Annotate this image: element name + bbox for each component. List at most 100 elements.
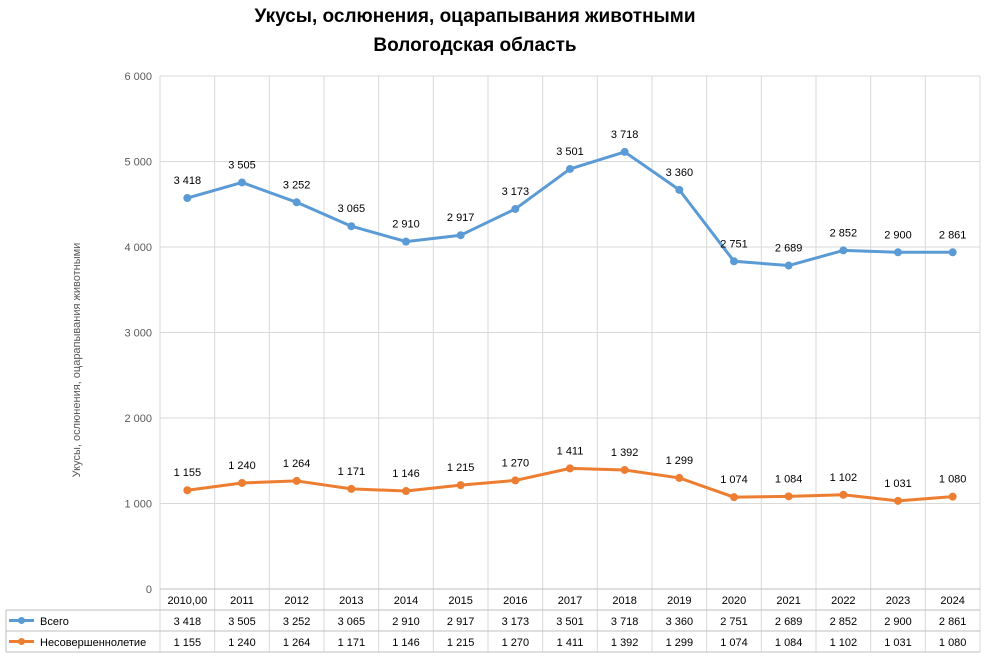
data-label: 1 215: [447, 462, 475, 474]
data-label: 2 900: [884, 229, 912, 241]
data-label: 1 102: [830, 472, 858, 484]
data-point: [566, 464, 574, 473]
data-point: [566, 164, 574, 173]
data-label: 2 689: [775, 243, 803, 255]
data-point: [620, 465, 629, 474]
x-tick-label: 2020: [722, 595, 746, 607]
x-tick-label: 2024: [940, 595, 964, 607]
legend-marker: [18, 617, 25, 624]
table-cell: 2 689: [775, 616, 803, 628]
y-tick-label: 3 000: [124, 328, 152, 340]
data-label: 1 084: [775, 473, 803, 485]
data-point: [675, 185, 684, 194]
y-tick-label: 4 000: [124, 242, 152, 254]
data-label: 3 173: [502, 186, 530, 198]
data-point: [402, 487, 410, 496]
table-cell: 3 252: [283, 616, 311, 628]
data-point: [292, 476, 301, 485]
data-label: 1 240: [228, 460, 256, 472]
table-cell: 1 146: [392, 637, 420, 649]
legend-label: Несовершеннолетие: [40, 637, 146, 649]
data-point: [456, 231, 465, 240]
table-cell: 1 215: [447, 637, 475, 649]
data-label: 3 360: [666, 167, 694, 179]
data-point: [456, 481, 465, 490]
data-point: [730, 493, 738, 502]
x-tick-label: 2015: [448, 595, 472, 607]
table-cell: 1 299: [666, 637, 694, 649]
table-cell: 1 411: [557, 637, 584, 649]
table-cell: 3 360: [666, 616, 694, 628]
table-cell: 2 852: [830, 616, 858, 628]
x-tick-label: 2010,00: [167, 595, 207, 607]
table-cell: 3 718: [611, 616, 639, 628]
data-label: 1 146: [392, 468, 420, 480]
table-cell: 1 031: [884, 637, 912, 649]
data-label: 1 264: [283, 458, 311, 470]
data-label: 1 411: [557, 445, 584, 457]
x-tick-label: 2016: [503, 595, 527, 607]
data-point: [894, 496, 902, 505]
y-tick-label: 1 000: [124, 499, 152, 511]
data-point: [511, 476, 520, 485]
data-label: 2 910: [392, 219, 420, 231]
table-cell: 1 155: [174, 637, 202, 649]
data-point: [948, 492, 957, 501]
data-point: [839, 246, 848, 255]
table-cell: 1 080: [939, 637, 967, 649]
data-point: [183, 486, 192, 495]
data-point: [894, 248, 902, 257]
table-cell: 2 917: [447, 616, 475, 628]
data-point: [730, 257, 738, 266]
x-tick-label: 2017: [558, 595, 582, 607]
table-cell: 1 171: [338, 637, 366, 649]
data-point: [948, 248, 957, 257]
x-tick-label: 2023: [886, 595, 910, 607]
data-label: 3 718: [611, 129, 639, 141]
data-label: 1 299: [666, 455, 694, 467]
data-point: [784, 492, 793, 501]
table-cell: 1 240: [228, 637, 256, 649]
table-cell: 1 392: [611, 637, 639, 649]
data-point: [238, 478, 246, 487]
data-point: [839, 490, 848, 499]
data-label: 1 074: [720, 474, 748, 486]
data-label: 2 917: [447, 212, 475, 224]
x-tick-label: 2011: [230, 595, 254, 607]
x-tick-label: 2012: [284, 595, 308, 607]
table-cell: 1 270: [502, 637, 530, 649]
table-cell: 3 418: [174, 616, 202, 628]
data-point: [511, 204, 520, 213]
legend-marker: [18, 638, 25, 645]
data-label: 3 501: [556, 146, 584, 158]
data-label: 3 505: [228, 159, 256, 171]
chart-subtitle: Вологодская область: [373, 35, 577, 56]
x-tick-label: 2014: [394, 595, 418, 607]
table-cell: 1 264: [283, 637, 311, 649]
x-tick-label: 2022: [831, 595, 855, 607]
data-label: 2 852: [830, 227, 858, 239]
legend-label: Всего: [40, 616, 69, 628]
table-cell: 2 751: [720, 616, 748, 628]
table-cell: 1 102: [830, 637, 858, 649]
data-label: 1 171: [338, 466, 366, 478]
table-cell: 3 501: [556, 616, 584, 628]
data-point: [675, 473, 684, 482]
data-point: [347, 484, 356, 493]
x-tick-label: 2013: [339, 595, 363, 607]
data-point: [183, 194, 192, 203]
data-label: 1 080: [939, 474, 967, 486]
x-tick-label: 2019: [667, 595, 691, 607]
table-cell: 3 505: [228, 616, 256, 628]
y-tick-label: 5 000: [124, 157, 152, 169]
data-point: [402, 237, 410, 246]
data-label: 1 392: [611, 447, 639, 459]
x-tick-label: 2021: [776, 595, 800, 607]
data-label: 1 031: [884, 478, 912, 490]
table-cell: 3 065: [338, 616, 366, 628]
data-point: [347, 222, 356, 231]
data-point: [292, 198, 301, 207]
x-tick-label: 2018: [612, 595, 636, 607]
y-axis-label: Укусы, ослюнения, оцарапывания животными: [71, 243, 83, 478]
